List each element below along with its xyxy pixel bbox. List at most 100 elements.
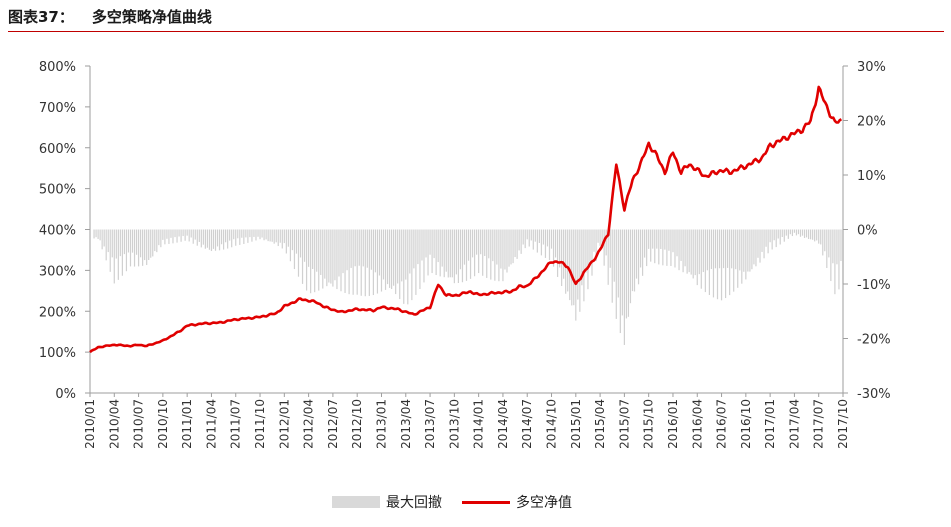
drawdown-bar xyxy=(170,229,172,238)
drawdown-bar xyxy=(660,229,662,249)
drawdown-bar xyxy=(384,229,387,290)
drawdown-bar xyxy=(137,229,140,267)
drawdown-bar xyxy=(731,229,733,269)
drawdown-bar xyxy=(212,229,215,249)
drawdown-bar xyxy=(320,229,322,275)
drawdown-bar xyxy=(476,229,478,255)
drawdown-bar xyxy=(722,229,725,269)
drawdown-bar xyxy=(694,229,696,276)
drawdown-bar xyxy=(480,229,482,255)
x-tick-label: 2013/04 xyxy=(399,399,413,449)
drawdown-bar xyxy=(629,229,632,304)
drawdown-bar xyxy=(368,229,370,296)
drawdown-bar xyxy=(247,229,249,243)
drawdown-bar xyxy=(395,229,397,295)
drawdown-bar xyxy=(720,229,723,301)
drawdown-bar xyxy=(261,229,263,238)
drawdown-bar xyxy=(338,229,340,277)
drawdown-bar xyxy=(733,229,735,292)
drawdown-bar xyxy=(437,229,439,263)
drawdown-bar xyxy=(111,229,113,258)
drawdown-bar xyxy=(569,229,571,301)
drawdown-bar xyxy=(469,229,472,279)
drawdown-bar xyxy=(346,229,348,271)
drawdown-bar xyxy=(393,229,395,286)
drawdown-bar xyxy=(729,229,731,296)
drawdown-bar xyxy=(668,229,670,251)
drawdown-bar xyxy=(577,229,579,300)
drawdown-bar xyxy=(239,229,241,245)
x-tick-label: 2011/04 xyxy=(204,399,218,449)
drawdown-bar xyxy=(190,229,192,238)
drawdown-bar xyxy=(233,229,235,240)
drawdown-bar xyxy=(741,229,743,284)
drawdown-bar xyxy=(360,229,362,296)
drawdown-bar xyxy=(807,229,810,239)
drawdown-bar xyxy=(605,229,607,256)
drawdown-bar xyxy=(386,229,389,285)
drawdown-bar xyxy=(502,229,504,282)
drawdown-bar xyxy=(227,229,229,249)
drawdown-bar xyxy=(565,229,567,294)
drawdown-bar xyxy=(121,229,123,276)
drawdown-bar xyxy=(492,229,494,262)
drawdown-bar xyxy=(178,229,180,237)
drawdown-bar xyxy=(299,229,302,258)
drawdown-bar xyxy=(222,229,225,250)
drawdown-bar xyxy=(830,229,832,282)
drawdown-bar xyxy=(259,229,261,240)
drawdown-bar xyxy=(544,229,547,258)
drawdown-bar xyxy=(676,229,678,257)
drawdown-bar xyxy=(397,229,399,284)
drawdown-bar xyxy=(348,229,350,295)
drawdown-bar xyxy=(429,229,431,255)
drawdown-bar xyxy=(536,229,538,253)
drawdown-bar xyxy=(700,229,702,289)
drawdown-bar xyxy=(401,229,403,282)
chart-legend: 最大回撤 多空净值 xyxy=(332,492,572,512)
drawdown-bar xyxy=(810,229,812,240)
drawdown-bar xyxy=(447,229,449,278)
drawdown-bar xyxy=(581,229,583,286)
drawdown-bar xyxy=(609,229,611,268)
legend-nav-label: 多空净值 xyxy=(516,495,572,511)
drawdown-bar xyxy=(356,229,358,295)
drawdown-bar xyxy=(664,229,666,250)
x-tick-label: 2013/01 xyxy=(374,399,388,449)
drawdown-bar xyxy=(172,229,174,244)
y-left-tick-label: 400% xyxy=(39,224,76,239)
drawdown-bar xyxy=(471,229,474,258)
x-tick-label: 2017/01 xyxy=(763,399,777,449)
drawdown-bar xyxy=(322,229,324,289)
drawdown-bar xyxy=(840,229,842,261)
drawdown-bar xyxy=(93,229,95,239)
drawdown-bar xyxy=(714,229,717,269)
drawdown-bar xyxy=(378,229,381,276)
drawdown-bar xyxy=(366,229,368,268)
drawdown-bar xyxy=(281,229,283,249)
y-left-tick-label: 500% xyxy=(39,183,76,198)
drawdown-bar xyxy=(405,229,407,280)
drawdown-bar xyxy=(498,229,500,282)
drawdown-bar xyxy=(516,229,518,259)
x-tick-label: 2014/04 xyxy=(496,399,510,449)
x-tick-label: 2010/10 xyxy=(156,399,170,449)
drawdown-bar xyxy=(757,229,759,258)
drawdown-bar xyxy=(812,229,814,240)
drawdown-bar xyxy=(678,229,680,271)
drawdown-bar xyxy=(336,229,338,290)
title-divider xyxy=(8,31,944,32)
drawdown-bar xyxy=(603,229,605,266)
drawdown-bar xyxy=(135,229,138,255)
drawdown-bar xyxy=(767,229,769,254)
drawdown-bar xyxy=(601,229,603,245)
drawdown-bar xyxy=(765,229,767,247)
chart-axes: 800% 700% 600% 500% 400% 300% 200% 100% 0% 30% 20%… xyxy=(39,60,891,449)
drawdown-bar xyxy=(791,229,793,237)
x-tick-label: 2012/01 xyxy=(277,399,291,449)
drawdown-bar xyxy=(838,229,840,290)
drawdown-bar xyxy=(399,229,401,300)
drawdown-bar xyxy=(99,229,101,241)
drawdown-bar xyxy=(824,229,826,252)
